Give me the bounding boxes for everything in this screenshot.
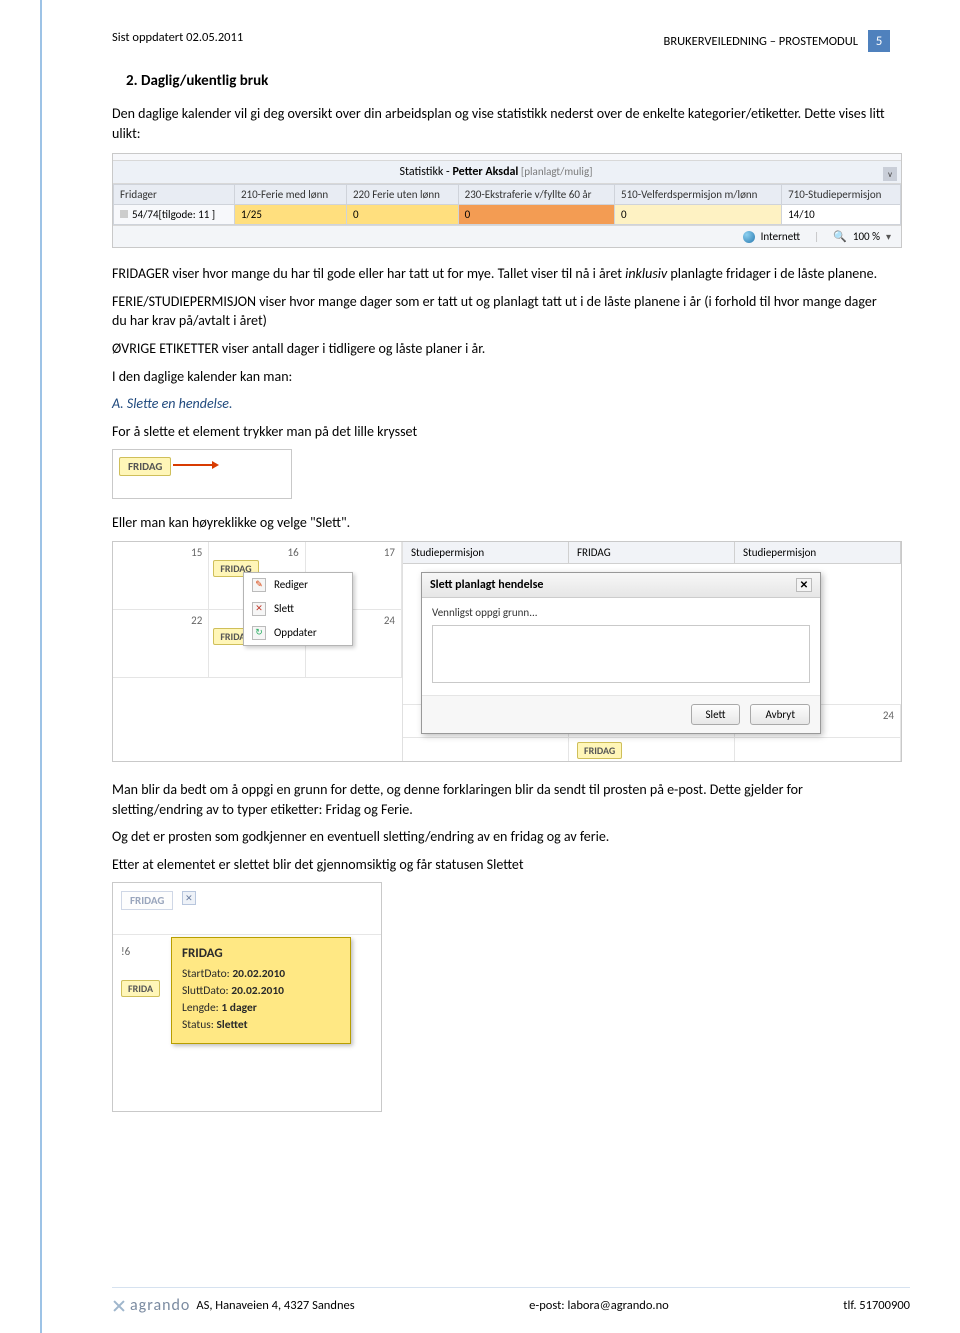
statistics-screenshot: Statistikk - Petter Aksdal [planlagt/mul… (112, 153, 902, 248)
cell-2: 0 (458, 205, 614, 225)
tooltip-title: FRIDAG (182, 946, 340, 961)
stats-table: Fridager 210-Ferie med lønn 220 Ferie ut… (113, 184, 901, 225)
delete-dialog: Slett planlagt hendelse ✕ Vennligst oppg… (421, 572, 821, 734)
logo: agrando (112, 1296, 190, 1315)
paragraph-slettet-status: Etter at elementet er slettet blir det g… (112, 855, 890, 875)
footer-email: e-post: labora@agrando.no (529, 1298, 669, 1313)
section-heading: 2. Daglig/ukentlig bruk (126, 72, 890, 90)
menu-oppdater[interactable]: ↻Oppdater (244, 621, 352, 645)
logo-icon (109, 1296, 129, 1316)
fridag-tag: FRIDAG (577, 742, 622, 759)
row-label: 54/74[tilgode: 11 ] (114, 205, 235, 225)
paragraph-ferie: FERIE/STUDIEPERMISJON viser hvor mange d… (112, 292, 890, 331)
paragraph-slette: For å slette et element trykker man på d… (112, 422, 890, 442)
col-230: 230-Ekstraferie v/fyllte 60 år (458, 185, 614, 205)
fridag-tag-faded: FRIDAG (121, 891, 173, 910)
zoom-icon: 🔍 (833, 230, 847, 243)
tooltip-screenshot: FRIDAG ✕ !6 2 FRIDA FRIDAG StartDato: 20… (112, 882, 382, 1112)
cell-1: 0 (346, 205, 458, 225)
paragraph-grunn: Man blir da bedt om å oppgi en grunn for… (112, 780, 890, 819)
footer-address: AS, Hanaveien 4, 4327 Sandnes (196, 1298, 354, 1313)
day-label: !6 (121, 945, 130, 958)
dialog-prompt: Vennligst oppgi grunn... (432, 606, 810, 619)
col-210: 210-Ferie med lønn (234, 185, 346, 205)
reason-input[interactable] (432, 625, 810, 683)
paragraph-intro: Den daglige kalender vil gi deg oversikt… (112, 104, 890, 143)
chevron-down-icon[interactable]: ▾ (886, 230, 891, 243)
edit-icon: ✎ (252, 578, 266, 592)
globe-icon (743, 231, 755, 243)
paragraph-prosten: Og det er prosten som godkjenner en even… (112, 827, 890, 847)
close-icon[interactable]: ✕ (182, 891, 196, 905)
cell-4: 14/10 (782, 205, 901, 225)
event-tooltip: FRIDAG StartDato: 20.02.2010 SluttDato: … (171, 937, 351, 1044)
page-number: 5 (868, 30, 890, 52)
col-510: 510-Velferdspermisjon m/lønn (615, 185, 782, 205)
paragraph-fridager: FRIDAGER viser hvor mange du har til god… (112, 264, 890, 284)
menu-slett[interactable]: ✕Slett (244, 597, 352, 621)
refresh-icon: ↻ (252, 626, 266, 640)
context-menu: ✎Rediger ✕Slett ↻Oppdater (243, 572, 353, 646)
arrow-icon (173, 464, 213, 466)
avbryt-button[interactable]: Avbryt (750, 704, 810, 725)
page-header: Sist oppdatert 02.05.2011 BRUKERVEILEDNI… (112, 30, 890, 52)
fridag-tag[interactable]: FRIDAG (119, 457, 171, 476)
cell-0: 1/25 (234, 205, 346, 225)
fridag-tag-screenshot: FRIDAG (112, 449, 292, 499)
menu-rediger[interactable]: ✎Rediger (244, 573, 352, 597)
zoom-value: 100 % (853, 230, 880, 243)
paragraph-hoyreklikke: Eller man kan høyreklikke og velge "Slet… (112, 513, 890, 533)
col-fridager: Fridager (114, 185, 235, 205)
link-slette-hendelse: A. Slette en hendelse. (112, 394, 890, 414)
doc-title: BRUKERVEILEDNING – PROSTEMODUL (664, 34, 858, 49)
footer-phone: tlf. 51700900 (843, 1298, 910, 1313)
stats-title: Statistikk - Petter Aksdal [planlagt/mul… (113, 160, 901, 184)
paragraph-ovrige: ØVRIGE ETIKETTER viser antall dager i ti… (112, 339, 890, 359)
paragraph-kanman: I den daglige kalender kan man: (112, 367, 890, 387)
page-footer: agrando AS, Hanaveien 4, 4327 Sandnes e-… (112, 1287, 910, 1315)
fridag-tag: FRIDA (121, 980, 160, 997)
cell-3: 0 (615, 205, 782, 225)
chevron-down-icon[interactable]: v (883, 167, 897, 181)
status-label: Internett (761, 230, 801, 243)
close-icon[interactable]: ✕ (796, 578, 812, 592)
statusbar: Internett | 🔍 100 % ▾ (113, 225, 901, 247)
updated-date: Sist oppdatert 02.05.2011 (112, 30, 243, 52)
col-220: 220 Ferie uten lønn (346, 185, 458, 205)
slett-button[interactable]: Slett (691, 704, 741, 725)
calendar-dialog-screenshot: 15 16 FRIDAG 17 22 23 FRIDAG 24 (112, 541, 902, 762)
dialog-title: Slett planlagt hendelse (430, 578, 543, 592)
col-710: 710-Studiepermisjon (782, 185, 901, 205)
calendar-header: Studiepermisjon FRIDAG Studiepermisjon (403, 542, 901, 564)
delete-icon: ✕ (252, 602, 266, 616)
